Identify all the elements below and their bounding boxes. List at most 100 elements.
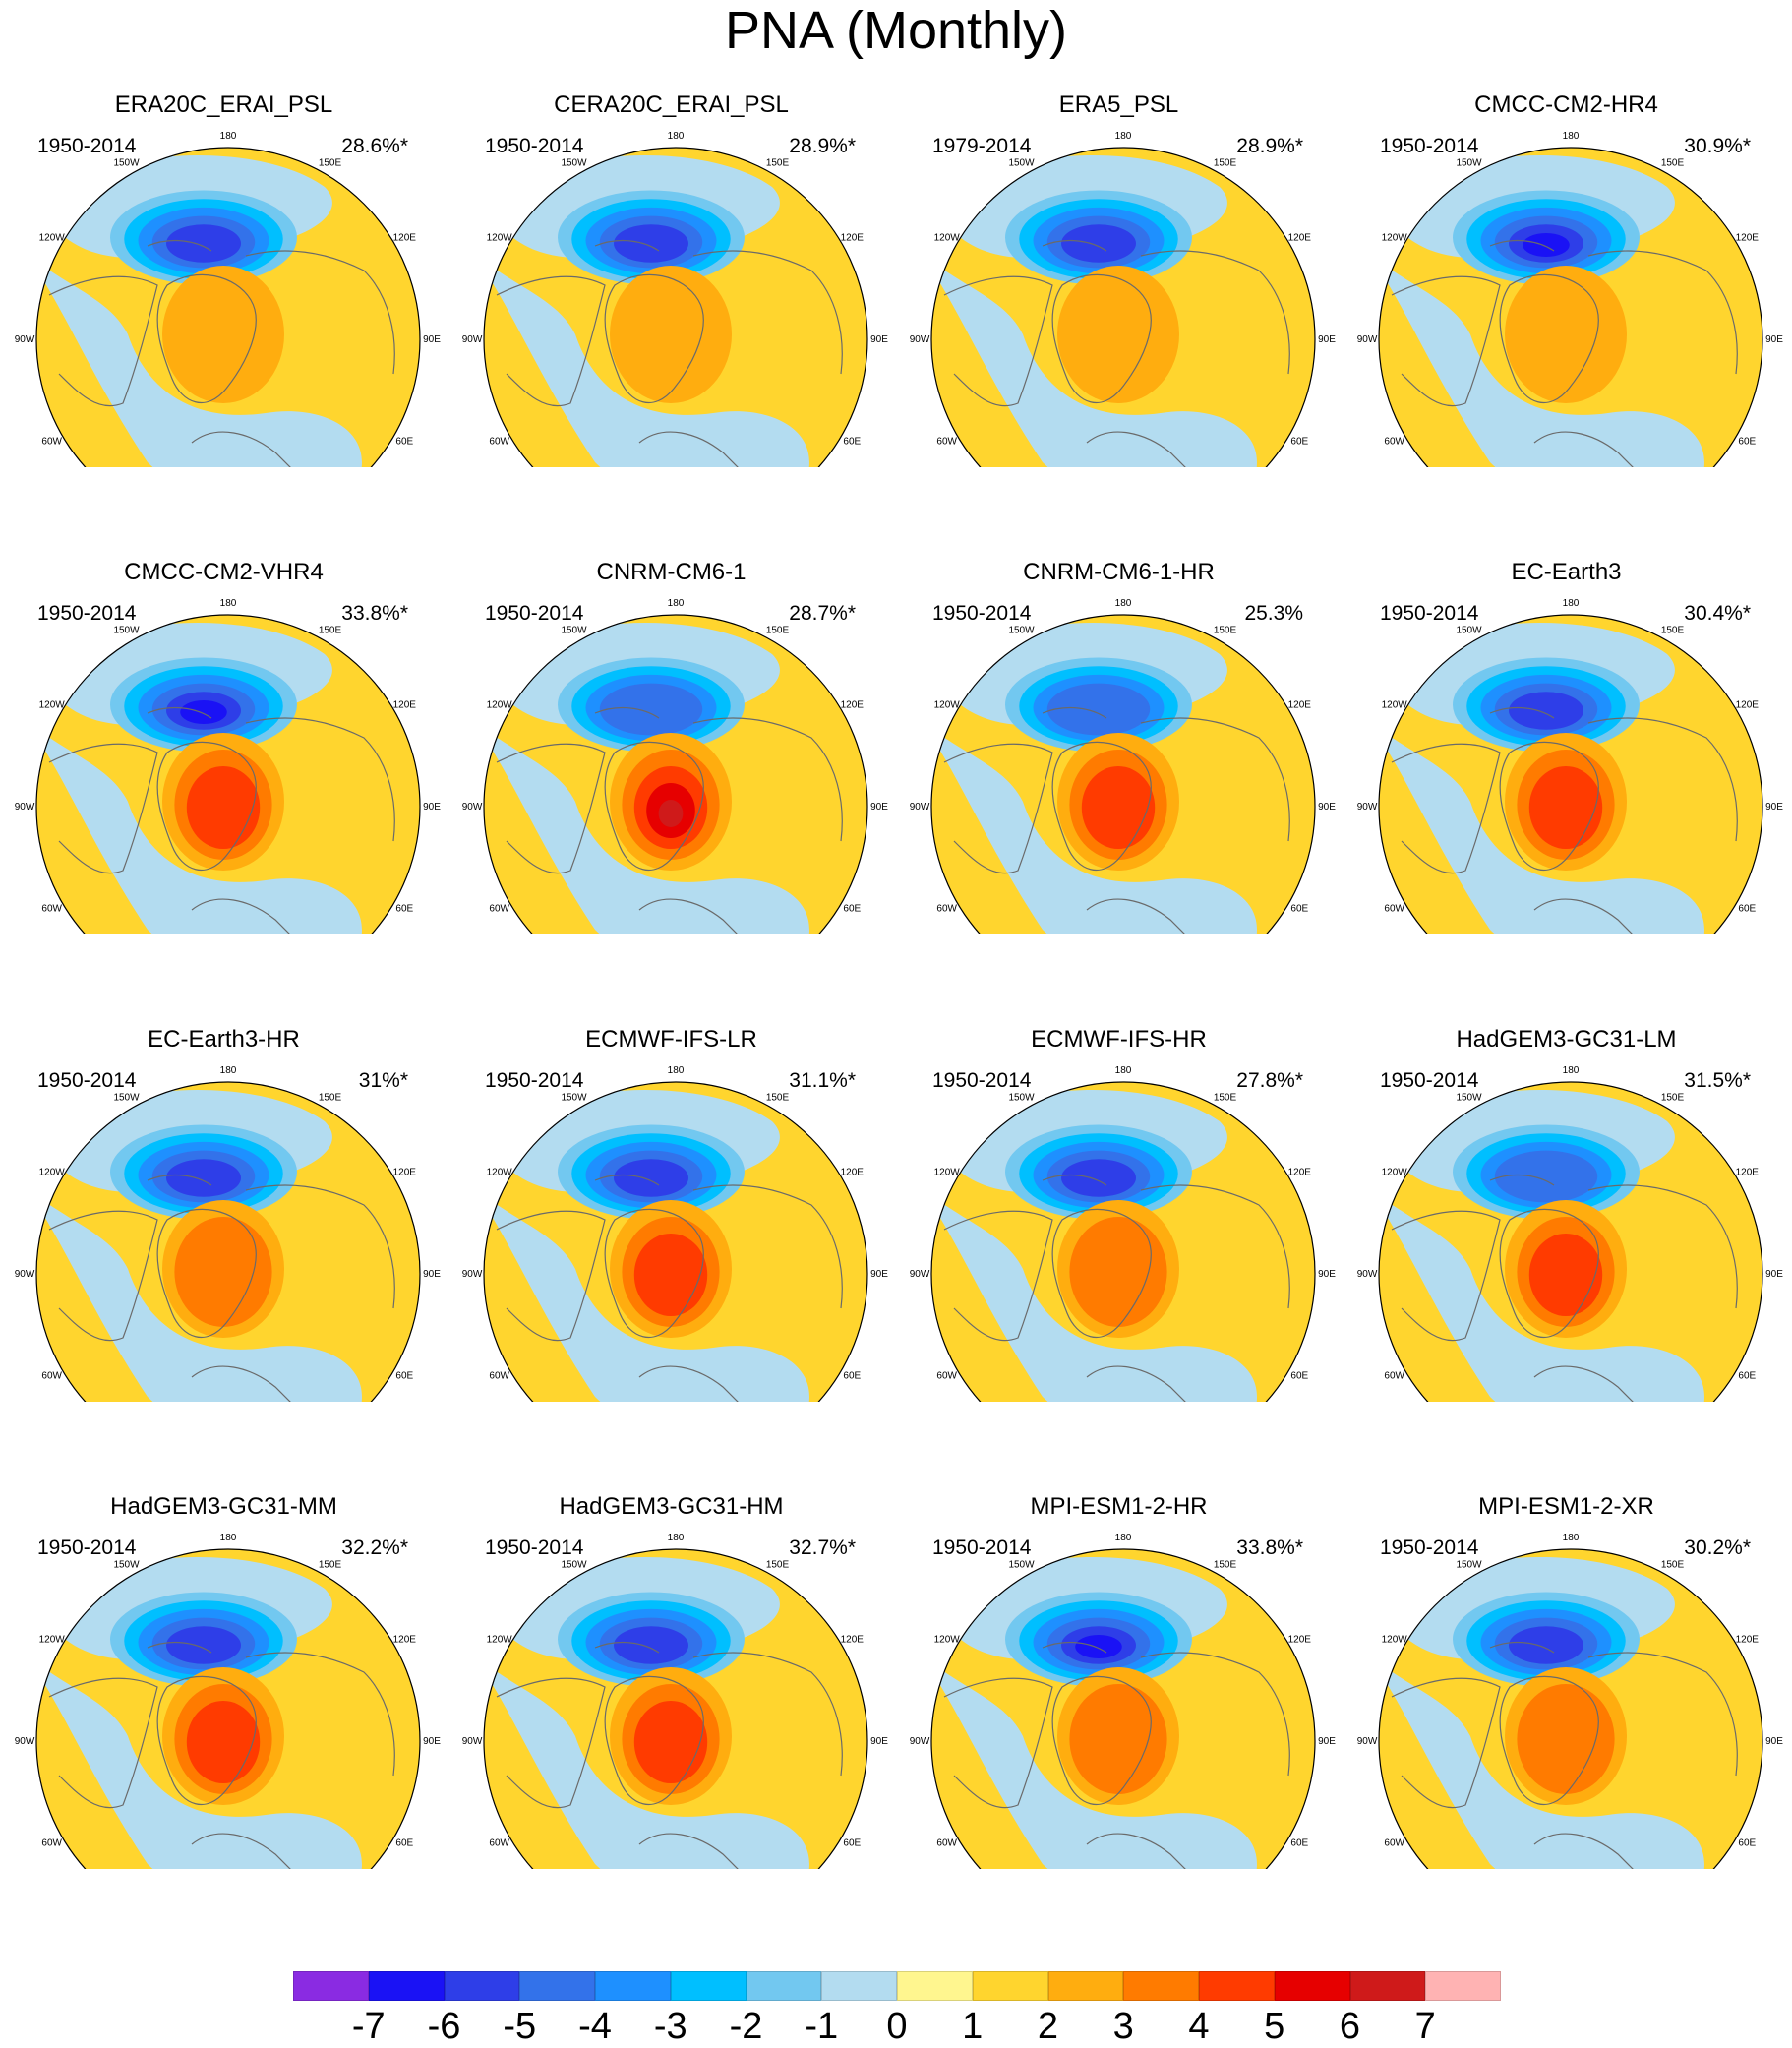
map-border	[35, 147, 421, 467]
longitude-label: 90E	[1765, 334, 1783, 345]
longitude-label: 120W	[934, 1635, 961, 1646]
explained-variance: 28.6%*	[341, 135, 408, 157]
longitude-label: 180	[1115, 131, 1132, 142]
longitude-label: 60E	[1290, 437, 1308, 448]
map-border	[930, 147, 1316, 467]
longitude-label: 120E	[1288, 700, 1312, 711]
contour-positive	[162, 266, 284, 403]
contour-negative	[1061, 1159, 1136, 1197]
coastline-eurasia	[1140, 717, 1290, 842]
coastline-alaska	[594, 707, 660, 719]
coastline-greenland	[156, 273, 257, 404]
longitude-label: 120W	[487, 700, 513, 711]
map-panel: HadGEM3-GC31-HM 1950-2014 32.7%* 180 150E 120…	[448, 1402, 895, 1869]
longitude-label: 90W	[462, 334, 483, 345]
contour-positive	[1505, 266, 1627, 403]
panel-title: CERA20C_ERAI_PSL	[554, 91, 789, 118]
field-layer	[1379, 1082, 1762, 1402]
contour-positive	[186, 1701, 261, 1783]
map-panel: MPI-ESM1-2-HR 1950-2014 33.8%* 180 150E 120E 9…	[895, 1402, 1343, 1869]
coastline-eurasia	[692, 717, 843, 842]
explained-variance: 30.9%*	[1684, 135, 1751, 157]
coastline-north-america	[48, 1210, 158, 1342]
map-panel: EC-Earth3 1950-2014 30.4%* 180 150E 120E 90E 60…	[1343, 467, 1790, 934]
contour-negative	[1046, 683, 1151, 736]
field-layer	[1379, 1549, 1762, 1869]
longitude-label: 60E	[843, 1838, 861, 1849]
explained-variance: 31%*	[358, 1069, 408, 1092]
longitude-label: 150W	[561, 158, 587, 169]
longitude-label: 180	[668, 598, 685, 609]
colorbar-cell	[1123, 1971, 1199, 2001]
longitude-label: 120W	[487, 1635, 513, 1646]
longitude-label: 120W	[39, 1168, 66, 1178]
colorbar-label: -4	[578, 2006, 612, 2047]
panel-title: HadGEM3-GC31-MM	[110, 1493, 337, 1520]
coastline-alaska	[1489, 1642, 1555, 1654]
coastline-europe-africa	[638, 1833, 783, 1869]
longitude-label: 150W	[1456, 158, 1482, 169]
field-negative-atlantic	[931, 246, 1257, 467]
field-negative-atlantic	[1379, 1648, 1704, 1869]
coastline-eurasia	[245, 1652, 395, 1777]
field-layer	[36, 1082, 420, 1402]
coastline-greenland	[1051, 1675, 1152, 1806]
coastline-greenland	[604, 273, 704, 404]
explained-variance: 27.8%*	[1236, 1069, 1303, 1092]
colorbar-label: 0	[886, 2006, 908, 2047]
panel-title: ERA5_PSL	[1058, 91, 1179, 118]
longitude-label: 60W	[41, 437, 62, 448]
field-layer	[1379, 615, 1762, 934]
longitude-label: 90W	[910, 802, 930, 813]
coastline-eurasia	[245, 1184, 395, 1309]
contour-negative	[614, 224, 688, 263]
contour-negative	[1494, 1150, 1598, 1203]
coastline-alaska	[147, 1175, 212, 1186]
coastline-north-america	[1391, 1210, 1501, 1342]
coastline-europe-africa	[191, 431, 335, 467]
longitude-label: 150E	[319, 1093, 342, 1104]
coastline-north-america	[943, 275, 1053, 407]
longitude-label: 150E	[1661, 626, 1685, 636]
coastline-eurasia	[1587, 1652, 1738, 1777]
map-border	[483, 614, 868, 934]
field-layer	[931, 615, 1315, 934]
longitude-label: 60E	[843, 1371, 861, 1382]
coastline-alaska	[1042, 1642, 1107, 1654]
field-layer	[484, 148, 867, 467]
field-negative-atlantic	[1379, 713, 1704, 934]
explained-variance: 33.8%*	[341, 602, 408, 625]
longitude-label: 120E	[1736, 700, 1760, 711]
panel-title: CMCC-CM2-VHR4	[124, 559, 324, 585]
longitude-label: 90W	[1357, 1736, 1378, 1747]
longitude-label: 60W	[936, 1838, 957, 1849]
coastline-north-america	[48, 275, 158, 407]
coastline-europe-africa	[1086, 1365, 1230, 1402]
coastline-eurasia	[692, 1652, 843, 1777]
coastline-eurasia	[245, 250, 395, 375]
field-layer	[484, 615, 867, 934]
coastline-eurasia	[245, 717, 395, 842]
coastline-greenland	[604, 1208, 704, 1339]
longitude-label: 180	[1115, 598, 1132, 609]
longitude-label: 150E	[1214, 1560, 1237, 1571]
longitude-label: 180	[1563, 131, 1580, 142]
map-border	[483, 147, 868, 467]
field-negative-atlantic	[1379, 1180, 1704, 1402]
coastline-europe-africa	[1086, 431, 1230, 467]
longitude-label: 150E	[1661, 158, 1685, 169]
field-negative-atlantic	[36, 713, 362, 934]
coastline-north-america	[496, 1210, 606, 1342]
longitude-label: 90W	[462, 802, 483, 813]
longitude-label: 90W	[15, 1269, 35, 1280]
map-panel: ERA5_PSL 1979-2014 28.9%* 180 150E 120E 90E 60E…	[895, 0, 1343, 467]
coastline-north-america	[48, 743, 158, 874]
explained-variance: 31.5%*	[1684, 1069, 1751, 1092]
panel-title: HadGEM3-GC31-LM	[1456, 1026, 1677, 1053]
polar-map: 180150E120E90E60E30E030W60W90W120W150W	[1357, 598, 1783, 934]
coastline-north-america	[943, 743, 1053, 874]
explained-variance: 28.9%*	[789, 135, 856, 157]
longitude-label: 150E	[319, 1560, 342, 1571]
explained-variance: 30.2%*	[1684, 1536, 1751, 1559]
longitude-label: 60W	[489, 1838, 509, 1849]
